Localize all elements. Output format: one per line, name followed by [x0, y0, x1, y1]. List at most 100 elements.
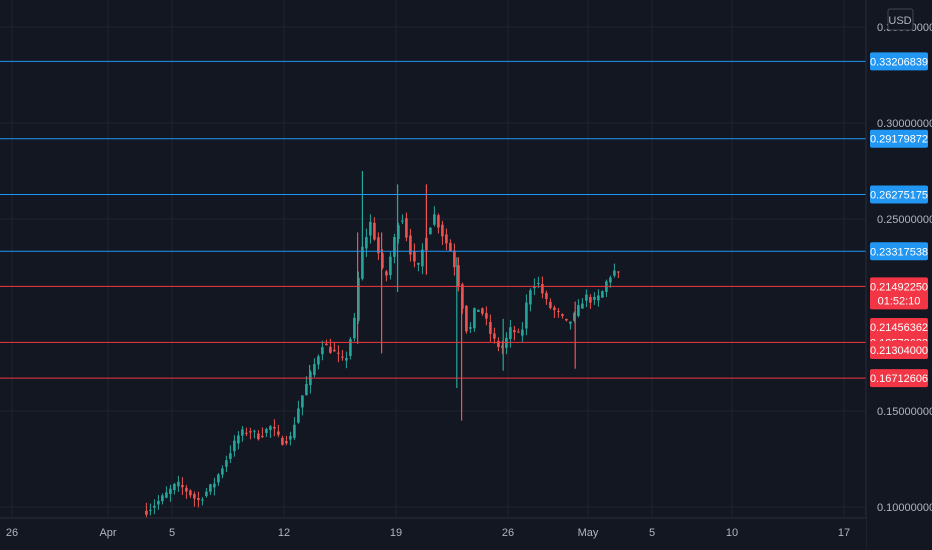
candle-body [557, 310, 560, 312]
candle-body [341, 356, 344, 358]
candle-body [389, 256, 392, 276]
candle-body [445, 234, 448, 244]
candle-body [349, 339, 352, 356]
price-tag [870, 129, 928, 148]
candle-body [289, 436, 292, 440]
candle-body [345, 357, 348, 361]
candle-body [337, 352, 340, 354]
candle-body [413, 251, 416, 262]
candle-body [317, 356, 320, 365]
candle-body [613, 270, 616, 276]
price-tag-label: 0.29179872 [870, 134, 928, 146]
candle-body [205, 491, 208, 497]
candle-body [377, 237, 380, 254]
candle-body [209, 484, 212, 492]
candle-body [177, 481, 180, 487]
candle-body [481, 308, 484, 314]
candle-body [545, 292, 548, 299]
candle-body [257, 433, 260, 440]
price-tag-label: 0.21456362 [870, 322, 928, 334]
candle-body [525, 302, 528, 329]
candle-body [357, 277, 360, 321]
candle-body [385, 271, 388, 276]
candle-body [261, 435, 264, 437]
price-tag-label: 0.16712606 [870, 373, 928, 385]
candle-body [273, 426, 276, 429]
candles-layer [145, 171, 620, 518]
time-tick-label: 17 [838, 527, 850, 539]
candle-body [477, 309, 480, 312]
candle-body [221, 468, 224, 475]
candle-body [601, 291, 604, 298]
candle-body [577, 305, 580, 316]
price-tag [870, 52, 928, 71]
candle-body [465, 305, 468, 332]
price-tag [870, 341, 928, 359]
candle-body [353, 317, 356, 339]
candle-body [233, 440, 236, 452]
candle-body [369, 221, 372, 236]
candle-body [417, 262, 420, 265]
price-tag [870, 369, 928, 388]
candle-body [517, 331, 520, 333]
candle-body [461, 284, 464, 309]
time-tick-label: Apr [99, 527, 116, 539]
candle-body [509, 327, 512, 339]
candle-body [441, 224, 444, 237]
price-tick-label: 0.25000000 [877, 214, 932, 226]
currency-label: USD [888, 15, 911, 27]
candle-body [189, 490, 192, 496]
candle-body [301, 395, 304, 408]
candle-body [565, 318, 568, 321]
candle-body [161, 495, 164, 502]
candle-body [321, 347, 324, 355]
candle-body [573, 312, 576, 321]
candle-body [537, 282, 540, 284]
candle-body [253, 430, 256, 432]
candle-body [169, 488, 172, 494]
candle-body [485, 313, 488, 319]
candle-body [521, 329, 524, 336]
currency-badge[interactable]: USD [887, 8, 914, 31]
candle-body [245, 432, 248, 434]
price-tag [870, 277, 928, 310]
candle-body [157, 500, 160, 505]
candle-body [313, 364, 316, 375]
candle-body [193, 494, 196, 499]
candle-body [181, 485, 184, 488]
candle-body [237, 435, 240, 444]
candle-body [373, 222, 376, 240]
candle-body [473, 308, 476, 329]
candle-body [421, 249, 424, 267]
candle-body [409, 235, 412, 255]
price-tag [870, 242, 928, 261]
candle-body [297, 408, 300, 423]
price-tick-label: 0.30000000 [877, 118, 932, 130]
candle-body [185, 487, 188, 492]
price-tag [870, 318, 928, 336]
candle-body [277, 431, 280, 435]
candle-body [609, 277, 612, 283]
candle-body [553, 307, 556, 311]
candle-body [213, 483, 216, 488]
candle-body [429, 227, 432, 235]
candle-body [597, 295, 600, 301]
time-axis: 26 Apr 5 12 19 26 May 5 10 17 [0, 517, 866, 550]
candle-body [225, 460, 228, 467]
price-axis: 0.350000000.300000000.250000000.15000000… [865, 0, 932, 550]
price-tag [870, 185, 928, 204]
price-tag-label: 0.21304000 [870, 345, 928, 357]
price-tag-label: 0.26275175 [870, 190, 928, 202]
price-tags-layer: 0.33206839 0.29179872 0.26275175 0.23317538… [870, 52, 928, 388]
price-tick-label: 0.15000000 [877, 406, 932, 418]
candle-body [153, 505, 156, 508]
time-tick-label: 26 [6, 527, 18, 539]
candle-body [365, 237, 368, 249]
candle-body [145, 510, 148, 515]
candle-body [265, 428, 268, 433]
time-tick-label: 26 [502, 527, 514, 539]
candle-body [561, 314, 564, 316]
horizontal-levels-layer [0, 60, 866, 379]
